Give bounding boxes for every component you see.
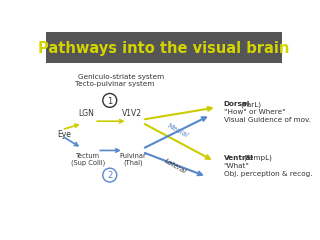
Text: Lateral: Lateral: [164, 157, 188, 174]
Text: Eye: Eye: [57, 130, 71, 139]
Text: Pathways into the visual brain: Pathways into the visual brain: [38, 41, 290, 56]
Text: Obj. perception & recog.: Obj. perception & recog.: [224, 171, 312, 177]
Text: Geniculo-striate system: Geniculo-striate system: [78, 73, 164, 79]
Text: (TempL): (TempL): [244, 155, 273, 162]
Text: Tectum
(Sup Colli): Tectum (Sup Colli): [71, 153, 105, 166]
Text: 1: 1: [107, 97, 112, 106]
Text: "How" or Where": "How" or Where": [224, 109, 285, 115]
Text: Tecto-pulvinar system: Tecto-pulvinar system: [76, 81, 155, 87]
Text: Pulvinar
(Thal): Pulvinar (Thal): [120, 153, 146, 166]
Text: Medial: Medial: [166, 122, 189, 138]
Text: Dorsal: Dorsal: [224, 101, 250, 107]
Text: Visual Guidence of mov.: Visual Guidence of mov.: [224, 117, 311, 123]
Text: (ParL): (ParL): [241, 101, 262, 108]
Text: "What": "What": [224, 163, 250, 169]
Text: 2: 2: [107, 171, 112, 180]
Text: LGN: LGN: [79, 109, 94, 118]
Text: V1V2: V1V2: [122, 109, 141, 118]
Text: Ventral: Ventral: [224, 155, 253, 161]
FancyBboxPatch shape: [46, 32, 282, 63]
